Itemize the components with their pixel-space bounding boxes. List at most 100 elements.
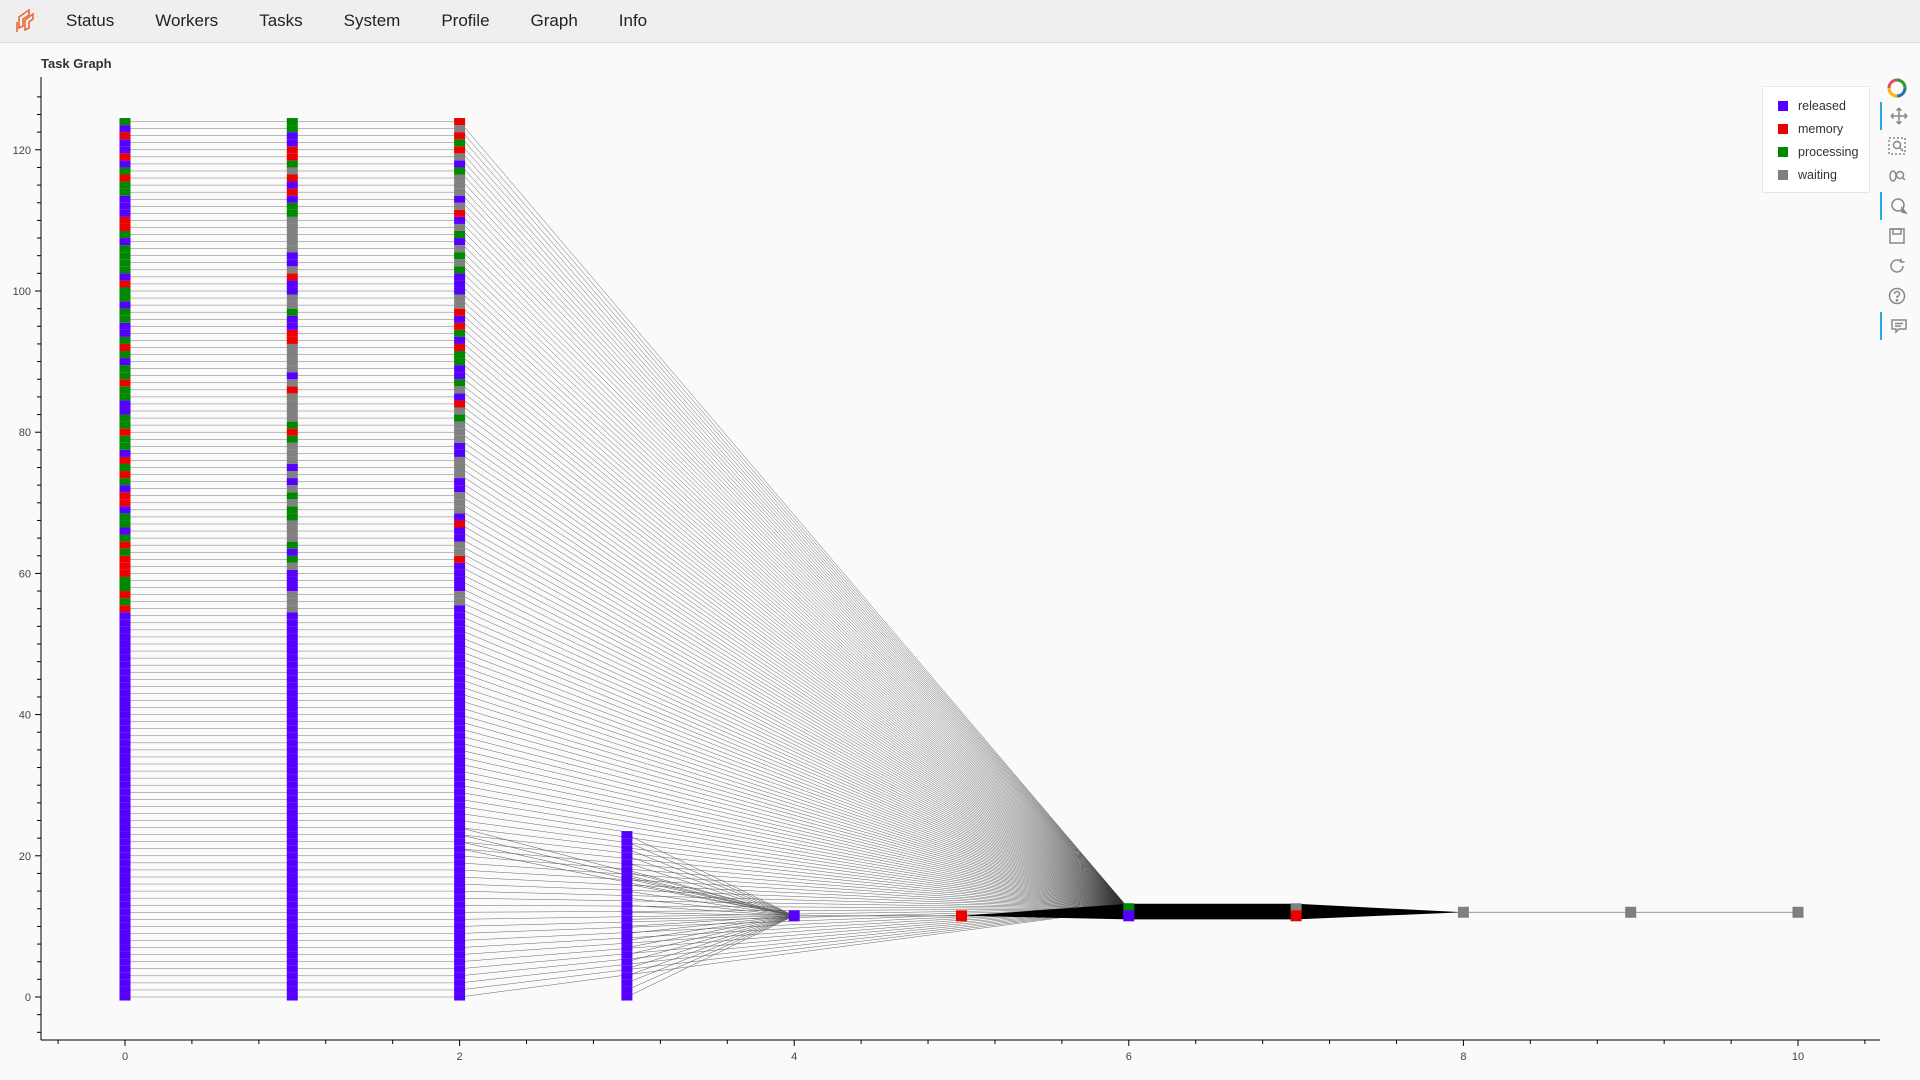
task-node-memory [119,174,131,182]
task-node-processing [286,202,298,210]
edge [459,213,1129,909]
task-node-released [119,993,131,1001]
task-node-released [119,633,131,641]
edge [626,915,795,955]
nav-workers[interactable]: Workers [155,11,219,30]
save-icon[interactable] [1880,222,1914,250]
task-node-waiting [286,534,298,542]
edge [459,756,1129,909]
edge [459,629,1129,909]
task-node-waiting [286,245,298,253]
edge [459,149,1129,909]
task-node-released [286,972,298,980]
nav-status[interactable]: Status [66,11,115,30]
nav-graph[interactable]: Graph [530,11,578,30]
dask-logo-icon[interactable] [14,8,40,34]
task-node-processing [119,252,131,260]
edge [459,297,1129,909]
edge [459,777,1129,909]
task-node-processing [286,125,298,133]
tap-icon[interactable] [1880,192,1916,220]
task-node-released [119,915,131,923]
box-zoom-icon[interactable] [1880,132,1914,160]
nav-system[interactable]: System [343,11,401,30]
task-node-memory [119,562,131,570]
edge [459,693,1129,909]
edge [459,375,1129,909]
task-node-processing [286,435,298,443]
task-node-released [119,668,131,676]
edge [626,883,795,917]
task-node-released [454,880,466,888]
task-node-waiting [286,527,298,535]
task-node-released [454,908,466,916]
edge [626,876,795,917]
nav-info[interactable]: Info [618,11,648,30]
task-node-processing [119,351,131,359]
legend-item-waiting[interactable]: waiting [1778,163,1869,186]
edge [459,368,1129,909]
task-node-released [119,901,131,909]
edge [459,728,1129,909]
nav-profile[interactable]: Profile [441,11,490,30]
task-node-released [286,718,298,726]
reset-icon[interactable] [1880,252,1914,280]
task-node-waiting [454,294,466,302]
task-node-released [454,280,466,288]
task-node-released [454,887,466,895]
task-node-released [454,922,466,930]
edge [459,650,1129,909]
task-node-released [286,576,298,584]
task-node-released [454,682,466,690]
task-node-processing [119,188,131,196]
task-node-released [286,746,298,754]
task-node-released [286,675,298,683]
task-node-released [119,816,131,825]
task-node-waiting [286,598,298,606]
task-node-released [621,859,633,867]
edge [459,340,1129,909]
bokeh-logo-icon[interactable] [1880,74,1914,102]
edge [459,862,1129,909]
legend-item-processing[interactable]: processing [1778,140,1869,163]
task-node-released [286,802,298,810]
task-node-processing [119,336,131,344]
edge [459,657,1129,909]
wheel-zoom-icon[interactable] [1880,162,1914,190]
task-node-released [454,442,466,450]
nav-tasks[interactable]: Tasks [259,11,303,30]
legend-item-memory[interactable]: memory [1778,117,1869,140]
edge [626,862,795,917]
legend-item-released[interactable]: released [1778,94,1869,117]
task-node-released [286,965,298,973]
edge [626,848,795,917]
hover-icon[interactable] [1880,312,1916,340]
task-node-released [286,774,298,782]
task-node-released [621,866,633,874]
task-node-released [454,696,466,705]
task-node-waiting [454,407,466,415]
task-node-released [454,485,466,493]
task-node-released [454,979,466,987]
task-node-waiting [286,358,298,366]
task-node-released [286,372,298,380]
task-node-released [119,852,131,860]
task-node-released [454,647,466,655]
task-node-processing [286,160,298,168]
task-node-released [119,958,131,966]
task-node-waiting [286,351,298,359]
pan-icon[interactable] [1880,102,1916,130]
edge [459,834,1129,909]
task-node-waiting [286,223,298,231]
edge [459,403,1129,909]
help-icon[interactable] [1880,282,1914,310]
legend-label: released [1798,98,1846,113]
edge [626,915,795,969]
task-node-waiting [454,421,466,429]
task-node-processing [119,118,131,126]
edge [459,177,1129,909]
task-node-waiting [454,125,466,133]
task-node-released [119,739,131,747]
task-node-memory [119,280,131,288]
